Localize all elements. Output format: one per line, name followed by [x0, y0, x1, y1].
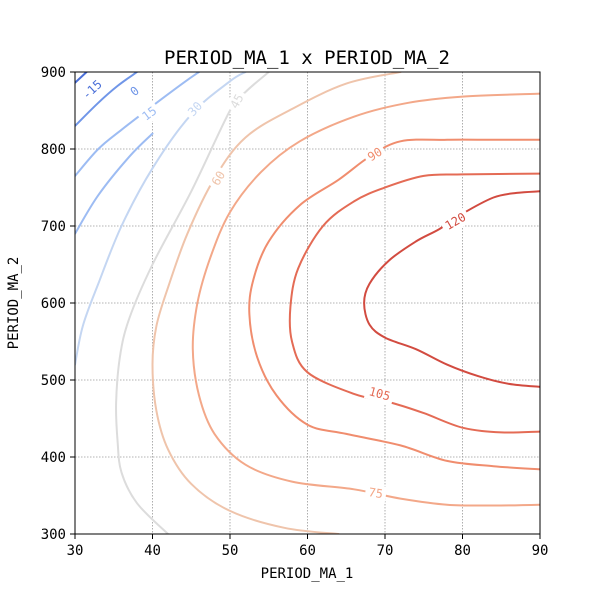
contour-label: 75 — [367, 485, 383, 501]
contour-line-0 — [75, 72, 138, 127]
y-axis-label: PERIOD_MA_2 — [6, 257, 22, 350]
contour-label-background — [182, 95, 208, 123]
contour-label-group: 15 — [136, 100, 163, 127]
x-axis-label: PERIOD_MA_1 — [261, 566, 354, 582]
contour-line-60 — [151, 72, 402, 534]
contour-label-group: 75 — [364, 483, 388, 503]
x-tick-label: 50 — [222, 543, 239, 559]
y-tick-label: 800 — [41, 142, 66, 158]
contour-line-15 — [75, 72, 200, 177]
contour-line-120 — [363, 190, 540, 388]
contour-label-background — [364, 483, 388, 503]
x-tick-label: 70 — [377, 543, 394, 559]
grid — [75, 72, 540, 534]
contour-line-75 — [191, 92, 540, 507]
contour-label-group: -15 — [76, 74, 108, 106]
contour-line-90 — [248, 138, 540, 471]
contour-label-background — [124, 80, 145, 102]
chart-title: PERIOD_MA_1 x PERIOD_MA_2 — [164, 47, 450, 69]
contour-label-group: 105 — [363, 382, 396, 406]
contour-label: 15 — [139, 104, 159, 124]
contour-label-group: 45 — [224, 88, 250, 115]
contour-label: 90 — [365, 145, 385, 165]
contour-label-background — [224, 88, 250, 115]
y-tick-label: 600 — [41, 296, 66, 312]
y-tick-label: 700 — [41, 219, 66, 235]
contour-label-group: 0 — [124, 80, 145, 102]
contour-label-background — [136, 100, 163, 127]
contour-line-45 — [115, 72, 270, 534]
contour-label: 60 — [209, 168, 228, 188]
contour-label-background — [76, 74, 108, 106]
contour-lines — [75, 72, 540, 534]
contour-label-background — [363, 382, 396, 406]
contour-line--15 — [75, 72, 88, 84]
x-tick-label: 40 — [144, 543, 161, 559]
contour-line-105 — [288, 172, 540, 434]
contour-label-background — [361, 142, 388, 167]
contour-line-30 — [75, 72, 247, 366]
x-tick-label: 60 — [299, 543, 316, 559]
contour-line-15 — [75, 132, 154, 235]
x-tick-label: 30 — [67, 543, 84, 559]
contour-label-group: 30 — [182, 95, 208, 123]
y-tick-label: 400 — [41, 450, 66, 466]
y-tick-label: 900 — [41, 65, 66, 81]
x-tick-label: 90 — [532, 543, 549, 559]
contour-label-background — [439, 207, 472, 236]
contour-label-group: 60 — [206, 165, 231, 192]
y-tick-label: 300 — [41, 527, 66, 543]
x-tick-label: 80 — [454, 543, 471, 559]
contour-label-background — [206, 165, 231, 192]
contour-label-group: 90 — [361, 142, 388, 167]
y-tick-label: 500 — [41, 373, 66, 389]
contour-label: 45 — [227, 92, 246, 111]
contour-label: 105 — [367, 384, 392, 403]
